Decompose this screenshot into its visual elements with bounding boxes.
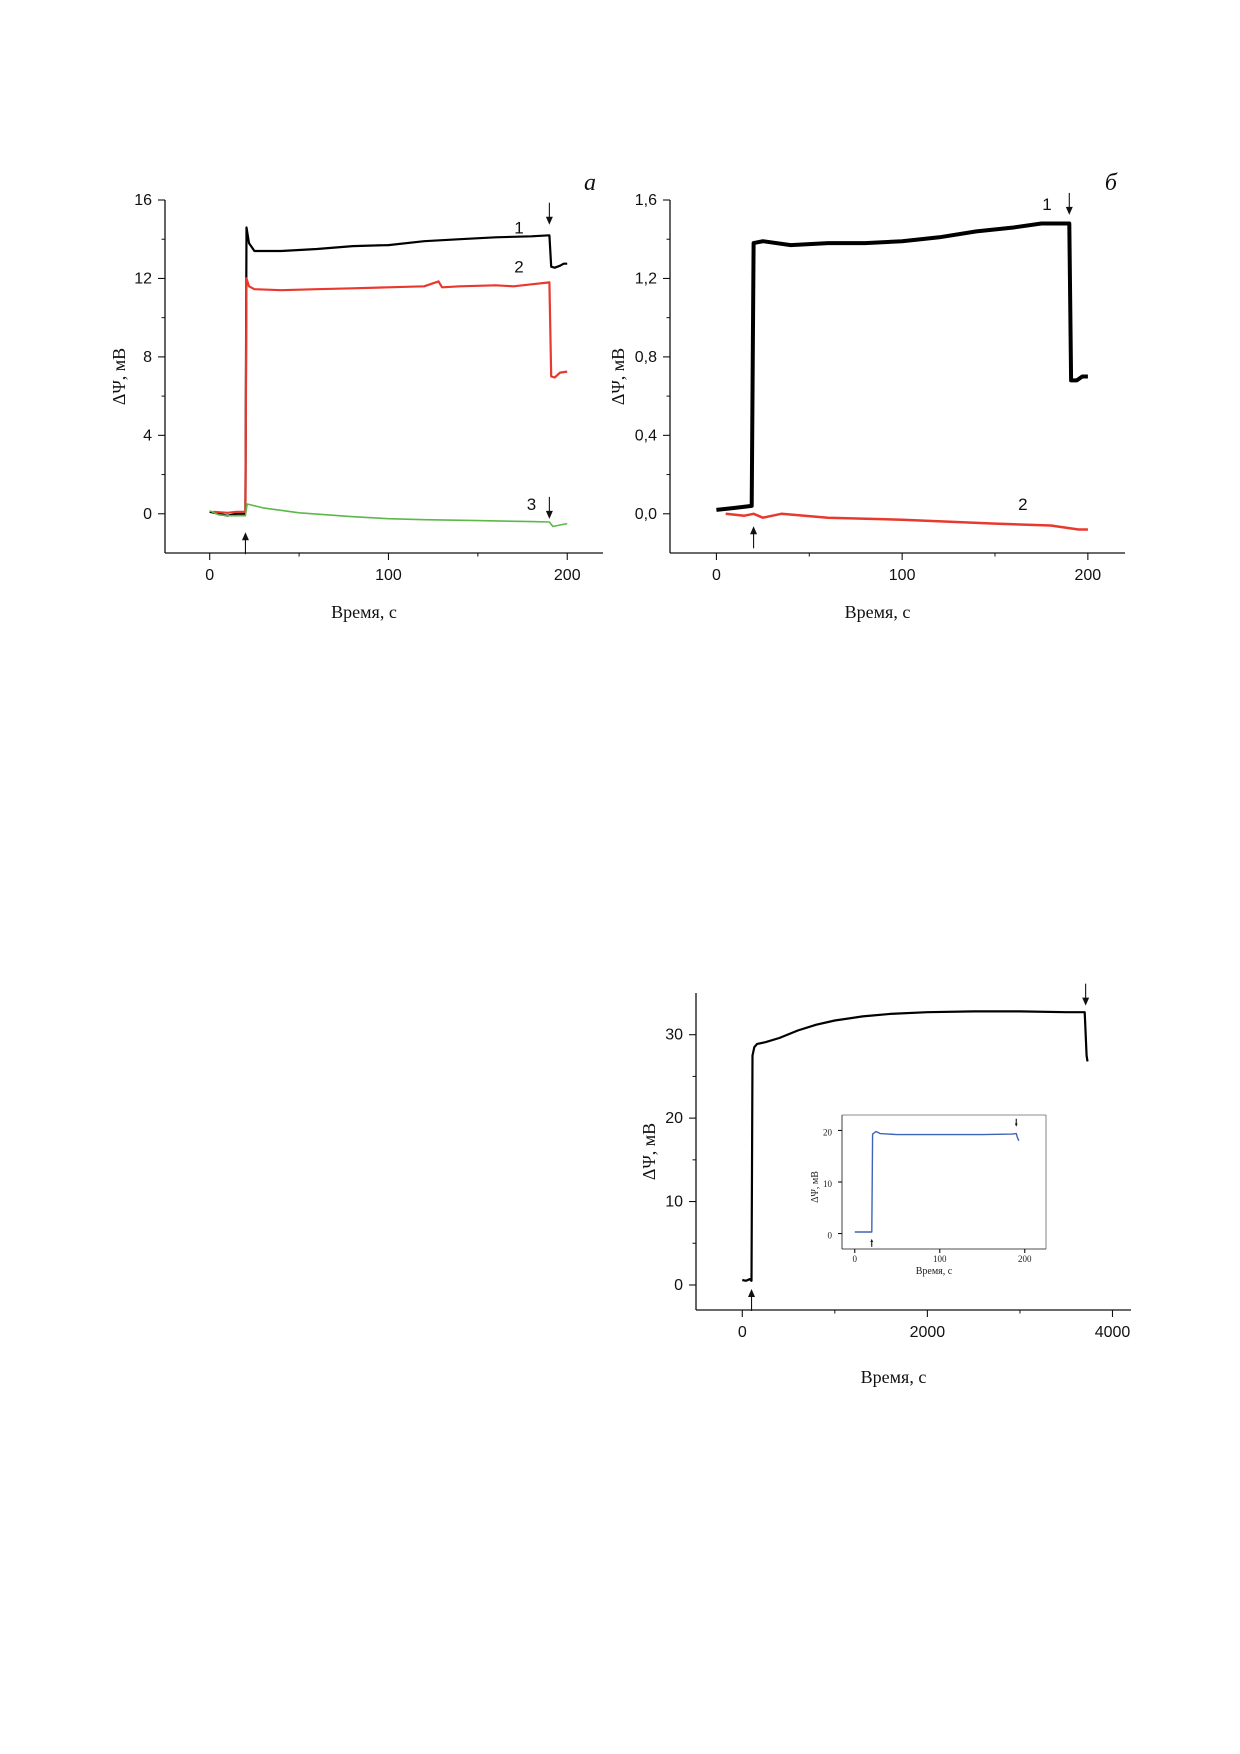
y-tick-label: 4 — [143, 427, 152, 444]
series-line-2 — [213, 277, 568, 514]
y-tick-label: 16 — [134, 192, 152, 209]
x-tick-label: 4000 — [1095, 1324, 1131, 1341]
inset-series-line — [854, 1130, 1020, 1233]
panel-letter: a — [584, 170, 596, 196]
arrow-marker-head — [1065, 206, 1073, 215]
curve-label: 2 — [514, 258, 523, 277]
inset-y-axis-label: ΔΨ, мВ — [810, 1171, 821, 1203]
x-tick-label: 0 — [712, 567, 721, 584]
inset-arrow-marker-head — [1014, 1123, 1018, 1127]
series-line-3 — [209, 503, 568, 528]
x-tick-label: 200 — [1018, 1254, 1032, 1264]
y-tick-label: 20 — [823, 1127, 833, 1137]
x-tick-label: 100 — [889, 567, 916, 584]
x-tick-label: 100 — [933, 1254, 947, 1264]
y-axis-label: ΔΨ, мВ — [608, 348, 628, 405]
y-tick-label: 8 — [143, 349, 152, 366]
curve-label: 3 — [527, 495, 536, 514]
series-line-1 — [742, 1010, 1089, 1282]
chart-panel-b: 0,0 0,4 0,8 1,2 1,6 0 100 200 ΔΨ, мВ Время, с б 1 2 — [608, 170, 1125, 622]
y-tick-label: 30 — [665, 1027, 683, 1044]
y-tick-label: 0,4 — [635, 427, 657, 444]
x-tick-label: 0 — [853, 1254, 858, 1264]
arrow-marker-head — [545, 216, 553, 225]
x-axis-label: Время, с — [861, 1367, 927, 1387]
series-line-1 — [716, 221, 1088, 512]
y-tick-label: 20 — [665, 1110, 683, 1127]
inset-arrow-marker-head — [870, 1238, 874, 1243]
x-tick-label: 0 — [205, 567, 214, 584]
curve-label: 1 — [514, 218, 523, 237]
y-tick-label: 0,8 — [635, 349, 657, 366]
y-axis-label: ΔΨ, мВ — [109, 348, 129, 405]
arrow-marker-head — [750, 526, 758, 535]
y-tick-label: 1,2 — [635, 270, 657, 287]
series-line-1 — [209, 226, 568, 517]
y-tick-label: 0 — [143, 506, 152, 523]
inset-x-axis-label: Время, с — [916, 1266, 953, 1277]
curve-label: 2 — [1018, 495, 1027, 514]
y-axis-label: ΔΨ, мВ — [639, 1123, 659, 1180]
arrow-marker-head — [748, 1288, 756, 1297]
x-axis-label: Время, с — [331, 602, 397, 622]
series-line-2 — [725, 512, 1088, 531]
x-tick-label: 100 — [375, 567, 402, 584]
arrow-marker-head — [241, 532, 249, 541]
x-tick-label: 2000 — [910, 1324, 946, 1341]
y-tick-label: 0 — [828, 1231, 833, 1241]
y-tick-label: 10 — [665, 1194, 683, 1211]
x-tick-label: 200 — [554, 567, 581, 584]
y-tick-label: 0 — [674, 1277, 683, 1294]
arrow-marker-head — [1082, 997, 1090, 1006]
y-tick-label: 0,0 — [635, 506, 657, 523]
y-tick-label: 12 — [134, 270, 152, 287]
x-tick-label: 0 — [738, 1324, 747, 1341]
curve-label: 1 — [1042, 195, 1051, 214]
x-axis-label: Время, с — [845, 602, 911, 622]
y-tick-label: 10 — [823, 1179, 833, 1189]
y-tick-label: 1,6 — [635, 192, 657, 209]
arrow-marker-head — [545, 510, 553, 519]
x-tick-label: 200 — [1075, 567, 1102, 584]
panel-letter: б — [1105, 170, 1118, 196]
